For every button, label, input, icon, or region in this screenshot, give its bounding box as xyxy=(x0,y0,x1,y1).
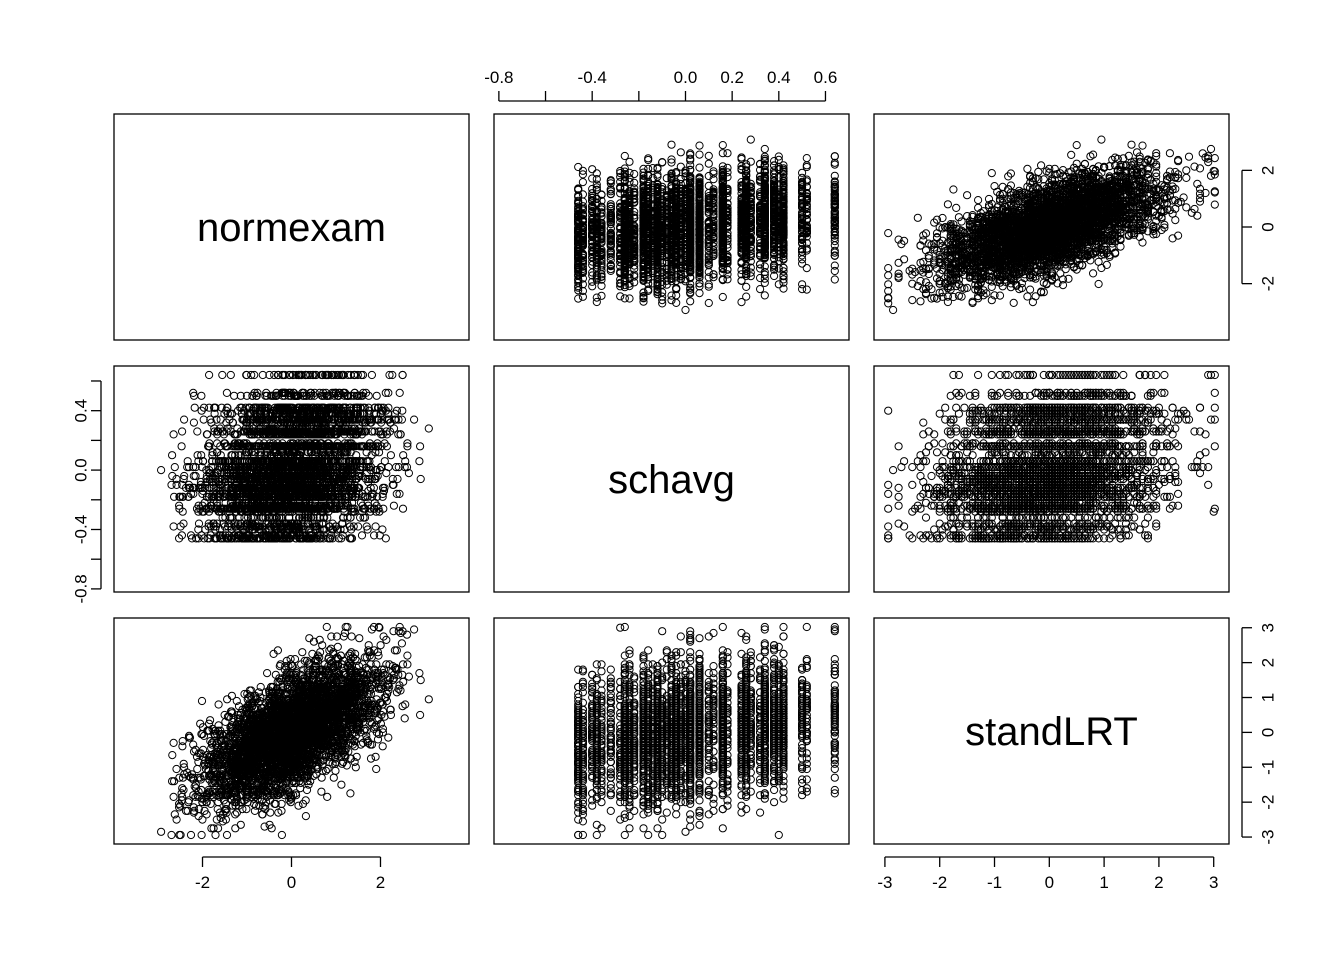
data-point xyxy=(719,142,726,149)
data-point xyxy=(799,260,806,267)
data-point xyxy=(964,192,971,199)
data-point xyxy=(677,149,684,156)
data-point xyxy=(1128,141,1135,148)
data-point xyxy=(631,170,638,177)
data-point xyxy=(579,179,586,186)
data-point xyxy=(917,298,924,305)
data-point xyxy=(696,142,703,149)
data-point xyxy=(719,293,726,300)
panel-normexam-vs-normexam: normexam xyxy=(114,114,469,340)
data-point xyxy=(761,292,768,299)
data-point xyxy=(803,265,810,272)
data-point xyxy=(593,294,600,301)
data-point xyxy=(696,164,703,171)
data-point xyxy=(761,145,768,152)
data-point xyxy=(589,166,596,173)
data-point xyxy=(743,293,750,300)
data-point xyxy=(803,163,810,170)
data-point xyxy=(831,161,838,168)
data-point xyxy=(626,295,633,302)
data-point xyxy=(831,242,838,249)
data-point xyxy=(682,306,689,313)
data-point xyxy=(803,247,810,254)
data-point xyxy=(831,276,838,283)
data-point xyxy=(988,170,995,177)
data-point xyxy=(747,136,754,143)
data-point xyxy=(803,162,810,169)
data-point xyxy=(1024,165,1031,172)
data-point xyxy=(575,295,582,302)
data-point xyxy=(705,160,712,167)
data-point xyxy=(621,152,628,159)
data-point xyxy=(645,155,652,162)
data-point xyxy=(598,292,605,299)
data-point xyxy=(803,155,810,162)
data-point xyxy=(696,290,703,297)
data-point xyxy=(575,163,582,170)
data-point xyxy=(668,141,675,148)
data-point xyxy=(757,286,764,293)
data-point xyxy=(719,150,726,157)
data-point xyxy=(1194,212,1201,219)
data-point xyxy=(705,152,712,159)
data-point xyxy=(724,271,731,278)
data-point xyxy=(687,298,694,305)
data-point xyxy=(799,281,806,288)
data-point xyxy=(696,151,703,158)
panel-normexam-vs-standLRT xyxy=(874,114,1229,340)
data-point xyxy=(885,230,892,237)
data-point xyxy=(705,299,712,306)
data-point xyxy=(645,156,652,163)
data-point xyxy=(1183,174,1190,181)
data-point xyxy=(579,198,586,205)
data-point xyxy=(687,157,694,164)
panel-normexam-vs-schavg xyxy=(494,114,849,340)
data-point xyxy=(761,279,768,286)
data-point xyxy=(617,293,624,300)
data-point xyxy=(831,262,838,269)
variable-name-normexam: normexam xyxy=(197,206,386,250)
data-point xyxy=(1207,145,1214,152)
data-point xyxy=(885,281,892,288)
data-point xyxy=(743,283,750,290)
